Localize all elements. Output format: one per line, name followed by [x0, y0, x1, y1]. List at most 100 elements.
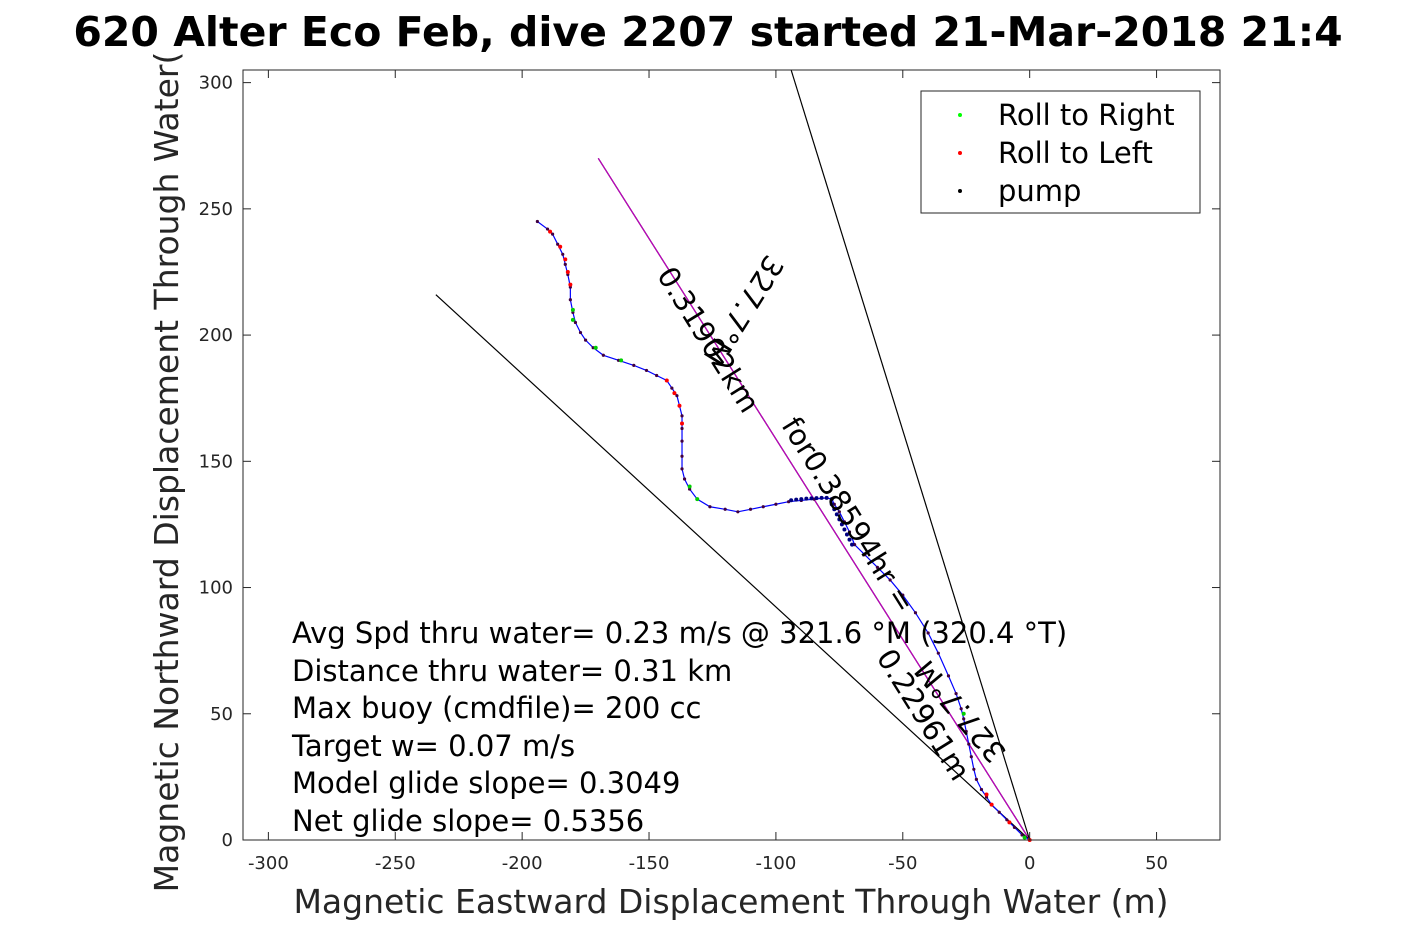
info-avg-speed: Avg Spd thru water= 0.23 m/s @ 321.6 °M …: [292, 616, 1067, 650]
x-tick-label: -250: [375, 853, 416, 874]
point-track: [974, 777, 978, 782]
y-tick-label: 300: [199, 73, 233, 94]
point-roll-right: [570, 307, 575, 312]
legend: Roll to Right Roll to Left pump: [920, 90, 1201, 214]
point-roll-left: [989, 802, 994, 807]
point-pump: [842, 527, 847, 532]
point-track: [954, 691, 958, 696]
ticks-layer: -300 -250 -200 -150 -100 -50 0 50 0 50 100 150 200 25…: [199, 69, 1221, 874]
point-track: [888, 578, 892, 582]
point-track: [972, 767, 976, 771]
point-track: [875, 565, 880, 569]
point-track: [736, 510, 740, 514]
point-roll-left: [680, 421, 685, 426]
point-track: [670, 386, 674, 390]
point-track: [535, 219, 539, 224]
point-roll-left: [558, 244, 563, 249]
point-track: [680, 454, 684, 458]
point-roll-right: [961, 711, 966, 716]
point-roll-right: [1022, 835, 1027, 840]
point-track: [723, 507, 727, 511]
point-pump: [847, 537, 852, 542]
point-roll-right: [619, 358, 624, 363]
point-track: [946, 674, 951, 678]
x-tick-label: -200: [502, 853, 543, 874]
y-tick-label: 150: [199, 451, 233, 472]
point-track: [837, 510, 841, 514]
legend-label-pump: pump: [998, 174, 1081, 208]
y-tick-label: 50: [210, 704, 233, 725]
point-pump: [819, 495, 824, 500]
point-track: [708, 505, 712, 509]
point-track: [556, 242, 560, 246]
point-track: [1012, 825, 1017, 829]
legend-marker-roll-left: [958, 151, 962, 155]
point-pump: [832, 507, 837, 512]
point-pump: [839, 522, 844, 527]
point-track: [979, 787, 984, 792]
x-tick-label: -100: [755, 853, 796, 874]
bound-line-left: [435, 294, 1031, 841]
point-track: [680, 426, 684, 431]
point-track: [680, 414, 684, 418]
point-roll-left: [664, 378, 669, 383]
y-tick-label: 100: [199, 578, 233, 599]
point-pump: [829, 497, 834, 502]
point-track: [568, 298, 572, 302]
legend-marker-roll-right: [958, 113, 962, 117]
point-track: [964, 729, 968, 734]
point-track: [748, 507, 753, 511]
point-pump: [804, 496, 809, 501]
info-target-w: Target w= 0.07 m/s: [291, 729, 575, 763]
point-track: [545, 227, 550, 231]
info-net-glide: Net glide slope= 0.5356: [292, 804, 644, 838]
point-roll-left: [1007, 820, 1012, 825]
point-pump: [789, 498, 794, 503]
chart-title: 620 Alter Eco Feb, dive 2207 started 21-…: [73, 8, 1342, 56]
point-roll-left: [565, 269, 570, 274]
point-pump: [834, 512, 839, 517]
point-track: [967, 742, 971, 746]
plot-frame: [242, 69, 1221, 841]
info-model-glide: Model glide slope= 0.3049: [292, 766, 680, 800]
legend-marker-pump: [958, 189, 962, 193]
point-track: [550, 232, 555, 236]
point-track: [926, 631, 930, 635]
point-roll-left: [672, 391, 677, 396]
point-track: [913, 611, 918, 615]
legend-label-roll-left: Roll to Left: [998, 136, 1153, 170]
bound-line-right: [790, 69, 1031, 841]
legend-box: [920, 90, 1201, 214]
point-roll-left: [548, 229, 553, 234]
point-track: [842, 520, 847, 524]
point-track: [901, 593, 905, 597]
point-track: [680, 439, 684, 443]
point-track: [675, 394, 679, 398]
point-roll-right: [570, 317, 575, 322]
point-track: [847, 530, 852, 534]
point-track: [573, 320, 578, 325]
point-pump: [814, 496, 819, 501]
info-distance: Distance thru water= 0.31 km: [292, 654, 732, 688]
point-pump: [794, 497, 799, 502]
y-axis-label: Magnetic Northward Displacement Through …: [147, 52, 186, 893]
point-track: [655, 373, 659, 378]
series-layer: [535, 219, 1032, 842]
x-tick-label: 0: [1024, 853, 1035, 874]
y-tick-label: 0: [222, 830, 233, 851]
point-pump: [799, 497, 804, 502]
y-tick-label: 200: [199, 325, 233, 346]
point-pump: [850, 542, 855, 547]
info-max-buoy: Max buoy (cmdfile)= 200 cc: [292, 691, 701, 725]
legend-label-roll-right: Roll to Right: [998, 98, 1175, 132]
point-track: [601, 353, 605, 357]
point-roll-left: [984, 792, 989, 797]
point-track: [863, 553, 867, 557]
point-track: [682, 477, 687, 481]
info-text-block: Avg Spd thru water= 0.23 m/s @ 321.6 °M …: [291, 616, 1067, 838]
point-pump: [837, 517, 842, 522]
point-track: [761, 505, 765, 509]
point-track: [997, 810, 1001, 814]
x-tick-label: -300: [248, 853, 289, 874]
